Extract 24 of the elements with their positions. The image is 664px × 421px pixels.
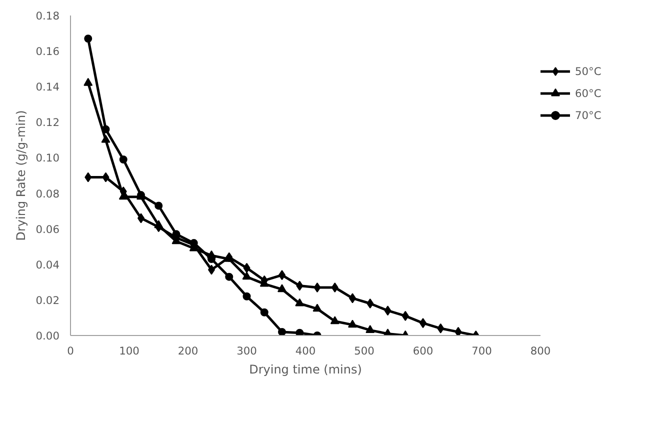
y-tick-label: 0.18: [36, 10, 60, 22]
legend-label: 50°C: [575, 64, 602, 78]
x-tick-label: 0: [67, 344, 74, 358]
y-tick-label: 0.02: [36, 294, 60, 307]
legend-label: 70°C: [575, 108, 602, 122]
x-tick-label: 300: [236, 344, 258, 358]
x-tick-label: 700: [472, 344, 492, 358]
x-tick-label: 100: [119, 344, 140, 358]
y-tick-label: 0.08: [36, 187, 60, 200]
x-tick-label: 800: [530, 344, 551, 358]
y-tick-label: 0.06: [36, 222, 60, 236]
x-tick-label: 400: [295, 344, 316, 358]
y-tick-label: 0.00: [36, 330, 60, 342]
x-tick-label: 600: [412, 344, 434, 358]
x-tick-label: 500: [354, 344, 375, 358]
y-tick-label: 0.14: [36, 80, 60, 94]
y-axis-title: Drying Rate (g/g-min): [14, 110, 28, 241]
y-tick-label: 0.12: [36, 116, 60, 130]
legend-label: 60°C: [575, 86, 602, 100]
y-tick-label: 0.10: [36, 152, 60, 165]
x-axis-title: Drying time (mins): [249, 362, 362, 376]
y-tick-label: 0.16: [36, 45, 60, 58]
x-tick-label: 200: [178, 344, 198, 358]
y-tick-label: 0.04: [36, 258, 60, 272]
